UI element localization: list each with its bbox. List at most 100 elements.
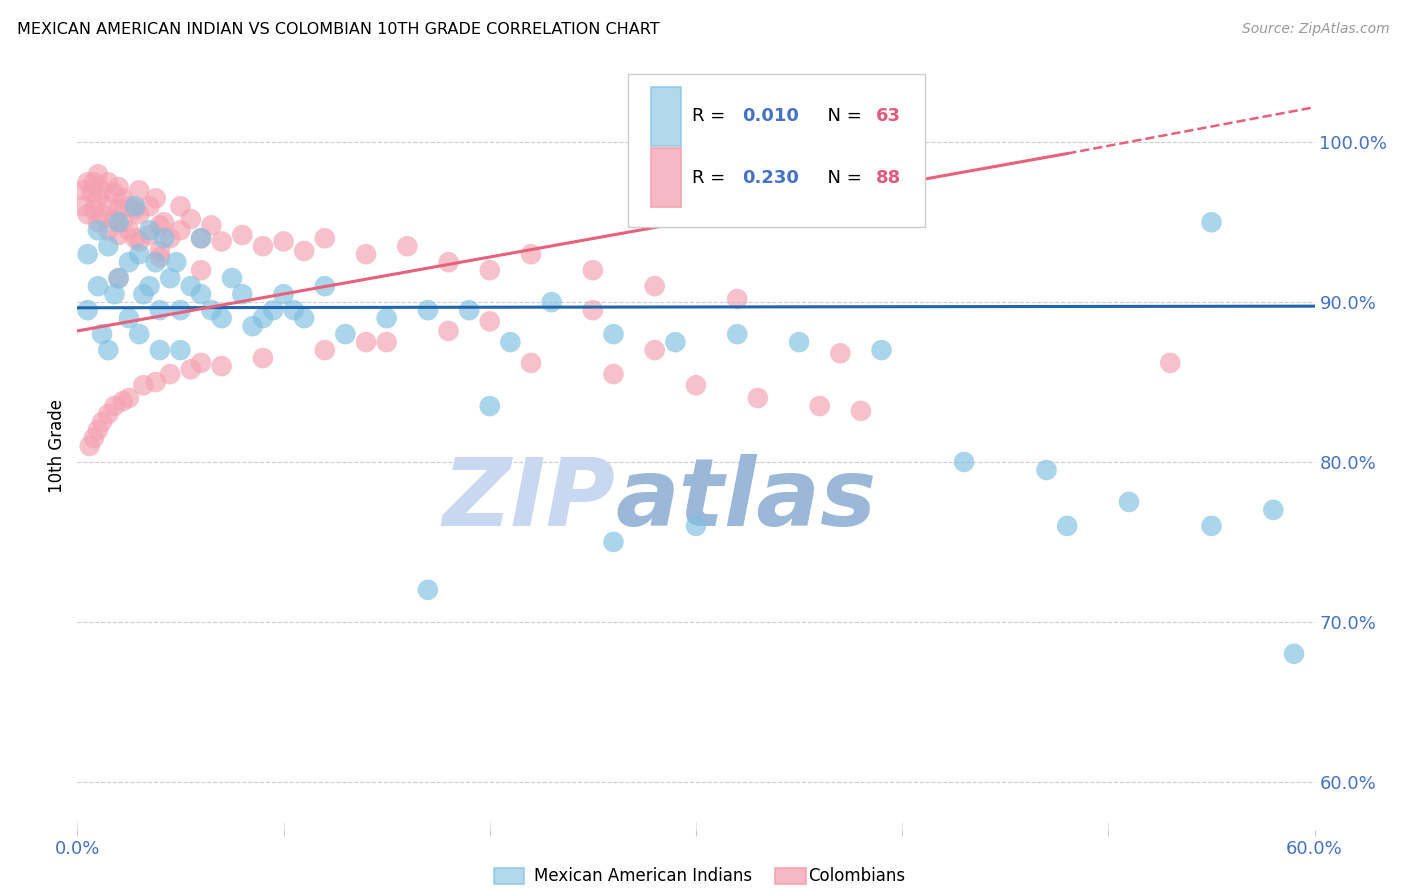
Point (87, 223, 110, 237)
Point (292, 244, 315, 258)
Point (138, 223, 160, 237)
Point (685, 519, 707, 533)
Point (111, 394, 134, 409)
Point (118, 311, 141, 326)
Text: 0.010: 0.010 (742, 107, 799, 125)
Point (520, 356, 543, 370)
Point (458, 303, 481, 318)
Point (103, 186, 125, 201)
Text: R =: R = (692, 169, 731, 186)
Point (242, 319, 264, 334)
Point (107, 271, 129, 285)
Point (165, 255, 187, 269)
Point (124, 231, 146, 245)
Point (118, 255, 141, 269)
Point (252, 311, 274, 326)
Point (169, 343, 191, 358)
Point (314, 279, 336, 293)
Point (1056, 519, 1078, 533)
Point (107, 215, 129, 229)
Point (124, 202, 146, 217)
Point (149, 303, 172, 318)
Point (132, 378, 155, 392)
Point (76, 175, 98, 189)
Point (252, 239, 274, 253)
Point (103, 212, 125, 227)
Text: N =: N = (815, 169, 868, 186)
Point (124, 199, 146, 213)
Point (180, 279, 202, 293)
Point (211, 311, 233, 326)
Point (76, 207, 98, 221)
Point (97, 223, 120, 237)
Point (83, 175, 105, 189)
Text: MEXICAN AMERICAN INDIAN VS COLOMBIAN 10TH GRADE CORRELATION CHART: MEXICAN AMERICAN INDIAN VS COLOMBIAN 10T… (17, 22, 659, 37)
Point (221, 271, 243, 285)
Point (478, 263, 501, 277)
Point (953, 455, 976, 469)
Point (87, 423, 110, 437)
Point (602, 534, 624, 549)
Point (149, 343, 172, 358)
Point (76, 247, 98, 261)
Point (644, 279, 666, 293)
Point (602, 367, 624, 381)
Point (118, 391, 141, 405)
Point (72, 199, 94, 213)
Point (138, 279, 160, 293)
Point (145, 375, 167, 389)
Point (335, 327, 357, 342)
Point (540, 295, 562, 310)
Point (190, 356, 212, 370)
Point (314, 343, 336, 358)
Point (138, 228, 160, 243)
Point (91, 327, 114, 342)
Point (79, 439, 101, 453)
Point (375, 335, 398, 350)
Point (830, 346, 852, 360)
Point (725, 327, 748, 342)
Point (808, 399, 831, 413)
Point (354, 335, 377, 350)
Point (87, 215, 110, 229)
Point (83, 202, 105, 217)
Point (149, 251, 172, 265)
Point (725, 292, 748, 306)
Point (262, 303, 284, 318)
Point (437, 324, 460, 338)
Point (128, 327, 150, 342)
Point (169, 199, 191, 213)
Point (1201, 215, 1223, 229)
Point (747, 391, 769, 405)
Point (159, 231, 181, 245)
Point (111, 191, 134, 205)
Point (1035, 463, 1057, 477)
Point (91, 207, 114, 221)
Point (200, 303, 222, 318)
Text: Source: ZipAtlas.com: Source: ZipAtlas.com (1241, 22, 1389, 37)
Point (499, 335, 522, 350)
Point (149, 219, 172, 233)
Point (437, 255, 460, 269)
Point (190, 263, 212, 277)
Point (478, 399, 501, 413)
Point (211, 359, 233, 373)
Point (849, 404, 872, 418)
Point (314, 231, 336, 245)
Point (870, 343, 893, 358)
Point (103, 287, 125, 301)
Text: ZIP: ZIP (443, 454, 616, 546)
FancyBboxPatch shape (651, 148, 681, 207)
Point (72, 183, 94, 197)
Point (128, 207, 150, 221)
Point (153, 215, 176, 229)
Point (97, 407, 120, 421)
Y-axis label: 10th Grade: 10th Grade (48, 399, 66, 493)
Point (97, 343, 120, 358)
Point (91, 183, 114, 197)
Point (80, 186, 103, 201)
Point (159, 271, 181, 285)
Point (231, 287, 253, 301)
Point (118, 199, 141, 213)
Point (664, 335, 686, 350)
